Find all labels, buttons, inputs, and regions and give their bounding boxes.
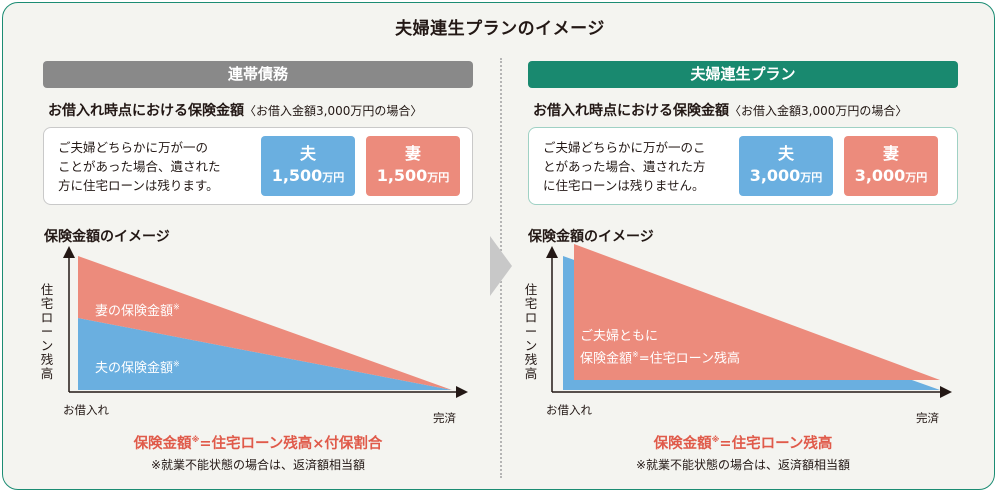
right-husband-amount: 夫 3,000万円 [739,136,833,196]
left-subhead-text: お借入れ時点における保険金額 [48,103,244,119]
left-formula-asterisk: ※ [191,435,200,445]
left-info-card: ご夫婦どちらかに万が一の ことがあった場合、遺された 方に住宅ローンは残ります。… [43,127,473,205]
right-card-line-1: ご夫婦どちらかに万が一のこ [543,140,706,155]
right-subhead-text: お借入れ時点における保険金額 [533,103,729,119]
right-husband-label: 夫 [777,144,794,163]
left-wife-area [78,256,452,390]
left-husband-value: 1,500 [271,166,323,185]
left-wife-area-label: 妻の保険金額※ [95,300,180,319]
left-husband-area-label: 夫の保険金額※ [95,357,180,376]
left-chart-title: 保険金額のイメージ [44,229,170,245]
right-wife-area [574,244,940,380]
right-formula-post: =住宅ローン残高 [719,436,833,452]
right-area-label-pre: 保険金額 [580,351,633,367]
left-card-line-1: ご夫婦どちらかに万が一の [58,140,209,155]
left-subhead: お借入れ時点における保険金額〈お借入金額3,000万円の場合〉 [48,100,422,120]
right-y-axis-label: 住宅ローン残高 [524,282,538,381]
right-footnote: ※就業不能状態の場合は、返済額相当額 [635,458,851,472]
main-title: 夫婦連生プランのイメージ [395,19,605,39]
left-husband-area-text: 夫の保険金額 [95,361,174,376]
right-x-end-label: 完済 [916,411,939,425]
right-card-text: ご夫婦どちらかに万が一のこ とがあった場合、遺された方 に住宅ローンは残りません… [543,138,706,195]
right-wife-amount: 妻 3,000万円 [844,136,938,196]
left-card-line-2: ことがあった場合、遺された [58,159,221,174]
left-formula-post: =住宅ローン残高×付保割合 [199,436,383,452]
right-banner: 夫婦連生プラン [528,61,958,88]
left-husband-area-asterisk: ※ [173,359,180,369]
right-formula: 保険金額※=住宅ローン残高 [528,432,958,453]
left-banner: 連帯債務 [43,61,473,88]
right-area-label-line1: ご夫婦ともに [580,329,659,344]
right-chart-title: 保険金額のイメージ [528,229,654,245]
right-info-card: ご夫婦どちらかに万が一のこ とがあった場合、遺された方 に住宅ローンは残りません… [528,127,958,205]
right-area-label: ご夫婦ともに 保険金額※=住宅ローン残高 [580,328,740,368]
left-x-end-label: 完済 [433,411,456,425]
right-card-line-2: とがあった場合、遺された方 [543,159,706,174]
right-area-label-asterisk: ※ [632,350,639,359]
left-card-text: ご夫婦どちらかに万が一の ことがあった場合、遺された 方に住宅ローンは残ります。 [58,138,221,195]
right-subhead: お借入れ時点における保険金額〈お借入金額3,000万円の場合〉 [533,100,907,120]
arrow-right-icon [490,236,512,296]
left-husband-amount: 夫 1,500万円 [261,136,355,196]
right-wife-unit: 万円 [905,171,928,184]
left-wife-unit: 万円 [427,171,450,184]
left-card-line-3: 方に住宅ローンは残ります。 [58,178,219,193]
right-husband-value: 3,000 [749,166,801,185]
right-husband-unit: 万円 [800,171,823,184]
left-formula: 保険金額※=住宅ローン残高×付保割合 [43,432,473,453]
right-wife-value: 3,000 [854,166,906,185]
left-wife-area-asterisk: ※ [173,302,180,312]
left-wife-area-text: 妻の保険金額 [95,304,174,319]
left-x-start-label: お借入れ [63,403,109,417]
left-y-axis-label: 住宅ローン残高 [40,282,54,381]
left-formula-pre: 保険金額 [133,436,192,452]
left-husband-unit: 万円 [322,171,345,184]
left-footnote: ※就業不能状態の場合は、返済額相当額 [150,458,366,472]
right-card-line-3: に住宅ローンは残りません。 [543,178,705,193]
left-husband-label: 夫 [299,144,316,163]
left-subhead-note: 〈お借入金額3,000万円の場合〉 [244,104,423,118]
right-area-label-post: =住宅ローン残高 [638,351,740,367]
right-wife-label: 妻 [882,144,899,163]
right-formula-asterisk: ※ [711,435,720,445]
right-x-start-label: お借入れ [546,403,592,417]
left-wife-amount: 妻 1,500万円 [366,136,460,196]
right-subhead-note: 〈お借入金額3,000万円の場合〉 [729,104,908,118]
right-formula-pre: 保険金額 [653,436,712,452]
left-wife-value: 1,500 [376,166,428,185]
left-wife-label: 妻 [404,144,421,163]
